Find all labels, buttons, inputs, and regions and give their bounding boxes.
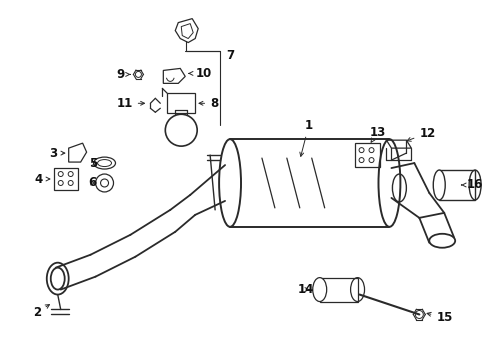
Text: 9: 9 [117,68,130,81]
Text: 1: 1 [300,119,313,156]
Text: 13: 13 [369,126,386,142]
Text: 2: 2 [33,305,49,319]
Text: 8: 8 [199,97,219,110]
Ellipse shape [429,234,455,248]
Text: 4: 4 [35,172,50,185]
Ellipse shape [433,170,445,200]
Text: 10: 10 [189,67,212,80]
Text: 16: 16 [462,179,484,192]
Text: 7: 7 [226,49,234,62]
Bar [319,278,358,302]
Ellipse shape [51,268,65,289]
Text: 11: 11 [117,97,145,110]
Text: 12: 12 [407,127,436,141]
Bar [167,93,195,113]
Text: 6: 6 [89,176,97,189]
Text: 15: 15 [427,311,453,324]
Text: 3: 3 [49,147,65,159]
Ellipse shape [313,278,327,302]
Bar [355,143,380,167]
Bar [439,170,475,200]
Text: 14: 14 [298,283,314,296]
Bar [54,168,77,190]
Text: 5: 5 [89,157,97,170]
